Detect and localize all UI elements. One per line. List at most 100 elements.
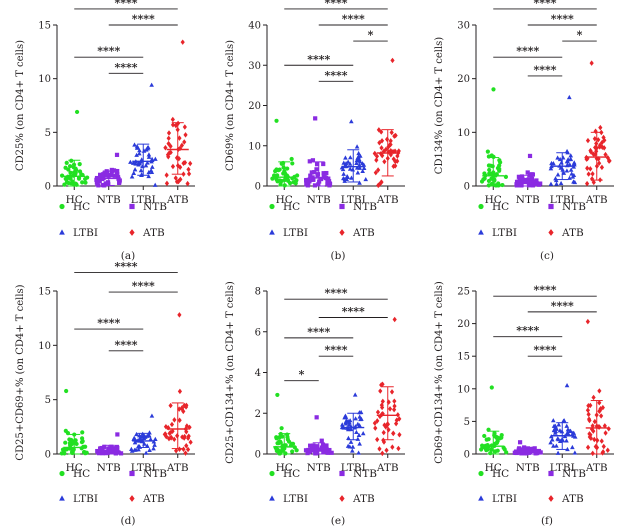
data-point [387,406,393,412]
data-point [500,182,505,188]
x-tick-label: HC [276,462,293,474]
data-point [343,413,348,418]
data-point [146,154,152,159]
data-point [486,178,492,184]
data-point [277,167,282,172]
data-point [321,161,326,167]
data-point [386,427,391,433]
data-point [383,146,389,153]
data-point [279,426,284,431]
x-tick-label: ATB [376,462,399,474]
panel-label: (f) [541,515,553,527]
y-axis-title: CD69% (on CD4+ T cells) [225,40,236,171]
data-point [600,404,605,411]
data-point [377,446,382,452]
data-point [606,426,611,432]
data-point [496,183,501,188]
data-point [182,139,187,145]
y-tick-label: 0 [45,182,51,193]
x-tick-label: HC [485,462,502,474]
legend-marker-hc [478,470,484,477]
data-point [587,431,592,437]
data-point [100,451,105,456]
significance-label: * [368,29,374,42]
data-point [170,122,176,128]
legend-label-hc: HC [73,201,90,213]
data-point [361,162,367,167]
data-point [64,388,69,394]
legend-label-ltbi: LTBI [283,227,308,239]
data-point [553,428,558,434]
data-point [492,434,498,439]
y-tick-label: 20 [457,319,470,330]
data-point [318,176,323,182]
data-point [356,450,361,455]
data-point [180,434,185,440]
data-point [307,159,312,164]
data-point [100,172,105,178]
panel-label: (c) [540,250,554,262]
data-point [179,405,185,411]
significance-label: **** [516,45,539,58]
data-point [131,170,137,175]
data-point [355,170,361,175]
data-point [518,180,523,185]
significance-label: **** [324,344,347,357]
data-point [380,404,385,411]
data-point [313,116,318,121]
data-point [137,151,142,156]
x-tick-label: ATB [166,194,189,206]
data-point [489,153,494,158]
x-tick-label: NTB [97,462,121,474]
data-point [357,414,363,419]
data-point [495,448,500,453]
data-point [568,153,574,158]
x-tick-label: NTB [307,194,331,206]
data-point [381,148,386,155]
y-tick-label: 8 [255,287,261,298]
data-point [347,161,353,166]
data-point [584,180,590,187]
data-point [590,450,595,457]
data-point [166,135,171,142]
data-point [354,160,359,165]
data-point [290,161,295,166]
data-point [314,167,319,172]
data-point [145,160,150,165]
data-point [80,180,85,185]
data-point [554,181,559,186]
data-point [339,422,345,427]
data-point [597,142,603,148]
data-point [534,178,539,183]
data-point [146,173,151,179]
x-tick-label: HC [485,194,502,206]
data-point [570,444,575,450]
data-point [322,445,327,450]
significance-label: **** [307,325,330,338]
data-point [391,163,396,170]
data-point [376,167,381,173]
data-point [380,398,385,405]
y-tick-label: 5 [45,128,51,139]
data-point [525,170,530,175]
data-point [279,161,284,166]
data-point [564,423,570,428]
y-tick-label: 15 [38,21,51,32]
data-point [390,444,395,450]
data-point [568,428,574,434]
data-point [341,171,346,176]
data-point [294,448,299,453]
legend-label-ntb: NTB [353,468,377,480]
data-point [132,142,137,147]
data-point [586,416,592,422]
data-point [379,129,384,135]
significance-label: **** [132,280,155,293]
legend-marker-ntb [339,203,345,210]
data-point [321,171,326,176]
data-point [63,165,68,170]
data-point [489,385,494,390]
data-point [375,436,380,443]
data-point [134,144,140,149]
data-point [172,436,177,443]
